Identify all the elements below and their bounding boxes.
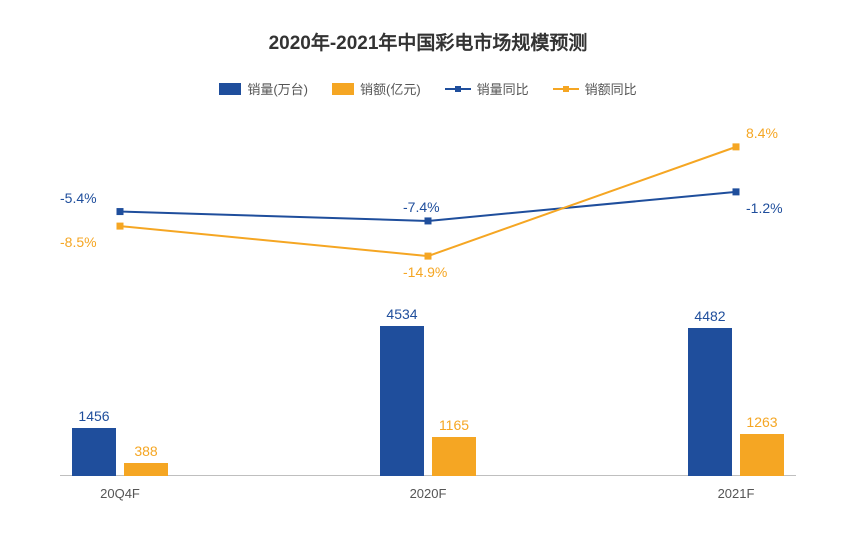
bar: 388 [124,463,168,476]
line-value-label: -8.5% [60,234,97,250]
bar: 4534 [380,326,424,476]
line-marker [733,188,740,195]
legend-label: 销额(亿元) [360,79,421,98]
bar-value-label: 1165 [432,417,476,433]
legend-swatch-line [445,88,471,90]
legend-label: 销量同比 [477,79,529,98]
legend-item: 销额(亿元) [332,79,421,98]
bar-value-label: 388 [124,443,168,459]
legend-swatch-line [553,88,579,90]
chart-area: 145638820Q4F453411652020F448212632021F-5… [60,130,796,476]
bar-value-label: 1263 [740,414,784,430]
legend-item: 销额同比 [553,79,637,98]
line-marker [117,208,124,215]
legend-swatch-box [332,83,354,95]
x-axis [60,475,796,476]
line-marker [733,143,740,150]
legend-label: 销额同比 [585,79,637,98]
category-label: 2020F [368,486,488,501]
line-marker [425,217,432,224]
legend: 销量(万台) 销额(亿元) 销量同比 销额同比 [0,79,856,98]
legend-item: 销量(万台) [219,79,308,98]
category-label: 2021F [676,486,796,501]
bar: 1456 [72,428,116,476]
legend-label: 销量(万台) [247,79,308,98]
bar-value-label: 1456 [72,408,116,424]
bar: 1263 [740,434,784,476]
line-value-label: 8.4% [746,125,778,141]
line-value-label: -5.4% [60,190,97,206]
legend-swatch-box [219,83,241,95]
line-marker [425,253,432,260]
bar-value-label: 4482 [688,308,732,324]
line-layer [60,130,796,476]
bar: 1165 [432,437,476,476]
bar: 4482 [688,328,732,476]
line-value-label: -7.4% [403,199,440,215]
legend-item: 销量同比 [445,79,529,98]
line-marker [117,223,124,230]
line-value-label: -1.2% [746,200,783,216]
category-label: 20Q4F [60,486,180,501]
chart-title: 2020年-2021年中国彩电市场规模预测 [0,0,856,55]
bar-value-label: 4534 [380,306,424,322]
line-value-label: -14.9% [403,264,447,280]
